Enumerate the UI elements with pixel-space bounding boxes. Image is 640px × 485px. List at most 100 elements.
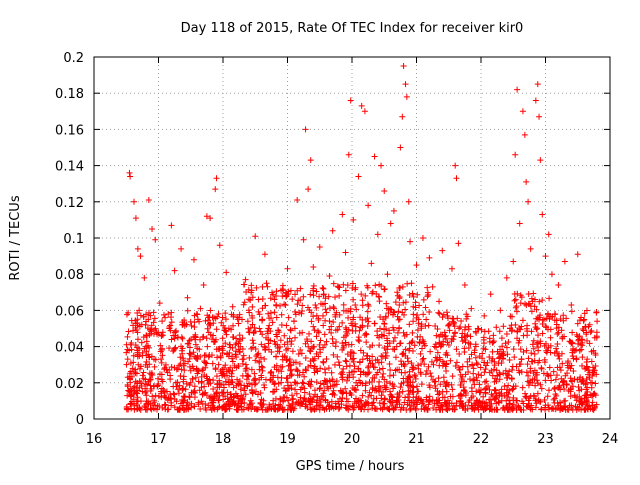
data-point bbox=[326, 273, 333, 280]
data-point-dense bbox=[397, 384, 404, 391]
data-point-dense bbox=[326, 305, 333, 312]
data-point-dense bbox=[230, 322, 237, 329]
data-point-dense bbox=[316, 395, 323, 402]
data-point-dense bbox=[321, 366, 328, 373]
data-point-dense bbox=[584, 405, 591, 412]
data-point-dense bbox=[196, 346, 203, 353]
data-point-dense bbox=[313, 379, 320, 386]
data-point-dense bbox=[340, 281, 347, 288]
data-point-dense bbox=[517, 406, 524, 413]
data-point-dense bbox=[542, 406, 549, 413]
data-point-dense bbox=[219, 314, 226, 321]
data-point bbox=[514, 86, 521, 93]
data-point-dense bbox=[384, 335, 391, 342]
data-point-dense bbox=[136, 405, 143, 412]
data-point-dense bbox=[364, 323, 371, 330]
data-point bbox=[539, 211, 546, 218]
data-point-dense bbox=[161, 311, 168, 318]
data-point-dense bbox=[290, 395, 297, 402]
data-point-dense bbox=[161, 364, 168, 371]
data-point-dense bbox=[299, 369, 306, 376]
data-point-dense bbox=[460, 403, 467, 410]
data-point-dense bbox=[504, 393, 511, 400]
data-point-dense bbox=[410, 318, 417, 325]
x-tick-label: 21 bbox=[408, 432, 425, 447]
data-point-dense bbox=[431, 378, 438, 385]
data-point bbox=[371, 153, 378, 160]
data-point-dense bbox=[276, 329, 283, 336]
data-point-dense bbox=[220, 390, 227, 397]
data-point bbox=[141, 274, 148, 281]
data-point bbox=[374, 231, 381, 238]
data-point-dense bbox=[445, 322, 452, 329]
data-point-dense bbox=[574, 320, 581, 327]
data-point-dense bbox=[315, 353, 322, 360]
data-point-dense bbox=[480, 359, 487, 366]
data-point-dense bbox=[299, 302, 306, 309]
y-tick-label: 0.16 bbox=[55, 123, 84, 138]
data-point-dense bbox=[179, 321, 186, 328]
data-point-dense bbox=[304, 404, 311, 411]
data-point-dense bbox=[314, 368, 321, 375]
data-point-dense bbox=[364, 406, 371, 413]
data-point-dense bbox=[245, 380, 252, 387]
data-point-dense bbox=[409, 290, 416, 297]
data-point-dense bbox=[491, 358, 498, 365]
data-point-dense bbox=[334, 326, 341, 333]
data-point-dense bbox=[462, 392, 469, 399]
data-point-dense bbox=[323, 405, 330, 412]
data-point-dense bbox=[277, 403, 284, 410]
data-point-dense bbox=[207, 393, 214, 400]
data-point-dense bbox=[276, 343, 283, 350]
data-point-dense bbox=[471, 349, 478, 356]
data-point-dense bbox=[147, 382, 154, 389]
x-tick-label: 17 bbox=[150, 432, 167, 447]
data-point-dense bbox=[423, 367, 430, 374]
data-point-dense bbox=[400, 329, 407, 336]
data-point-dense bbox=[537, 381, 544, 388]
data-point-dense bbox=[244, 383, 251, 390]
data-point-dense bbox=[417, 333, 424, 340]
data-point-dense bbox=[140, 334, 147, 341]
data-point-dense bbox=[370, 395, 377, 402]
data-point-dense bbox=[320, 359, 327, 366]
data-point-dense bbox=[219, 350, 226, 357]
data-point-dense bbox=[325, 365, 332, 372]
data-point-dense bbox=[542, 377, 549, 384]
data-point-dense bbox=[573, 397, 580, 404]
data-point-dense bbox=[443, 406, 450, 413]
data-point-dense bbox=[298, 350, 305, 357]
data-point-dense bbox=[415, 365, 422, 372]
data-point-dense bbox=[283, 293, 290, 300]
data-point-dense bbox=[320, 291, 327, 298]
data-point-dense bbox=[335, 284, 342, 291]
data-point-dense bbox=[295, 350, 302, 357]
data-point-dense bbox=[183, 380, 190, 387]
data-point-dense bbox=[387, 306, 394, 313]
data-point bbox=[342, 249, 349, 256]
data-point-dense bbox=[512, 304, 519, 311]
data-point-dense bbox=[132, 369, 139, 376]
data-point-dense bbox=[247, 297, 254, 304]
data-point-dense bbox=[392, 299, 399, 306]
data-point bbox=[368, 260, 375, 267]
data-point-dense bbox=[478, 400, 485, 407]
data-point-dense bbox=[265, 325, 272, 332]
data-point-dense bbox=[215, 310, 222, 317]
data-point-dense bbox=[161, 366, 168, 373]
data-point-dense bbox=[402, 306, 409, 313]
data-point-dense bbox=[546, 315, 553, 322]
data-point bbox=[497, 307, 504, 314]
data-point bbox=[561, 258, 568, 265]
data-point-dense bbox=[130, 352, 137, 359]
data-point-dense bbox=[229, 379, 236, 386]
data-point-dense bbox=[209, 399, 216, 406]
data-point bbox=[281, 332, 288, 339]
data-point-dense bbox=[468, 394, 475, 401]
data-point-dense bbox=[150, 309, 157, 316]
data-point-dense bbox=[300, 380, 307, 387]
data-point-dense bbox=[262, 302, 269, 309]
data-point-dense bbox=[449, 386, 456, 393]
data-point-dense bbox=[288, 372, 295, 379]
